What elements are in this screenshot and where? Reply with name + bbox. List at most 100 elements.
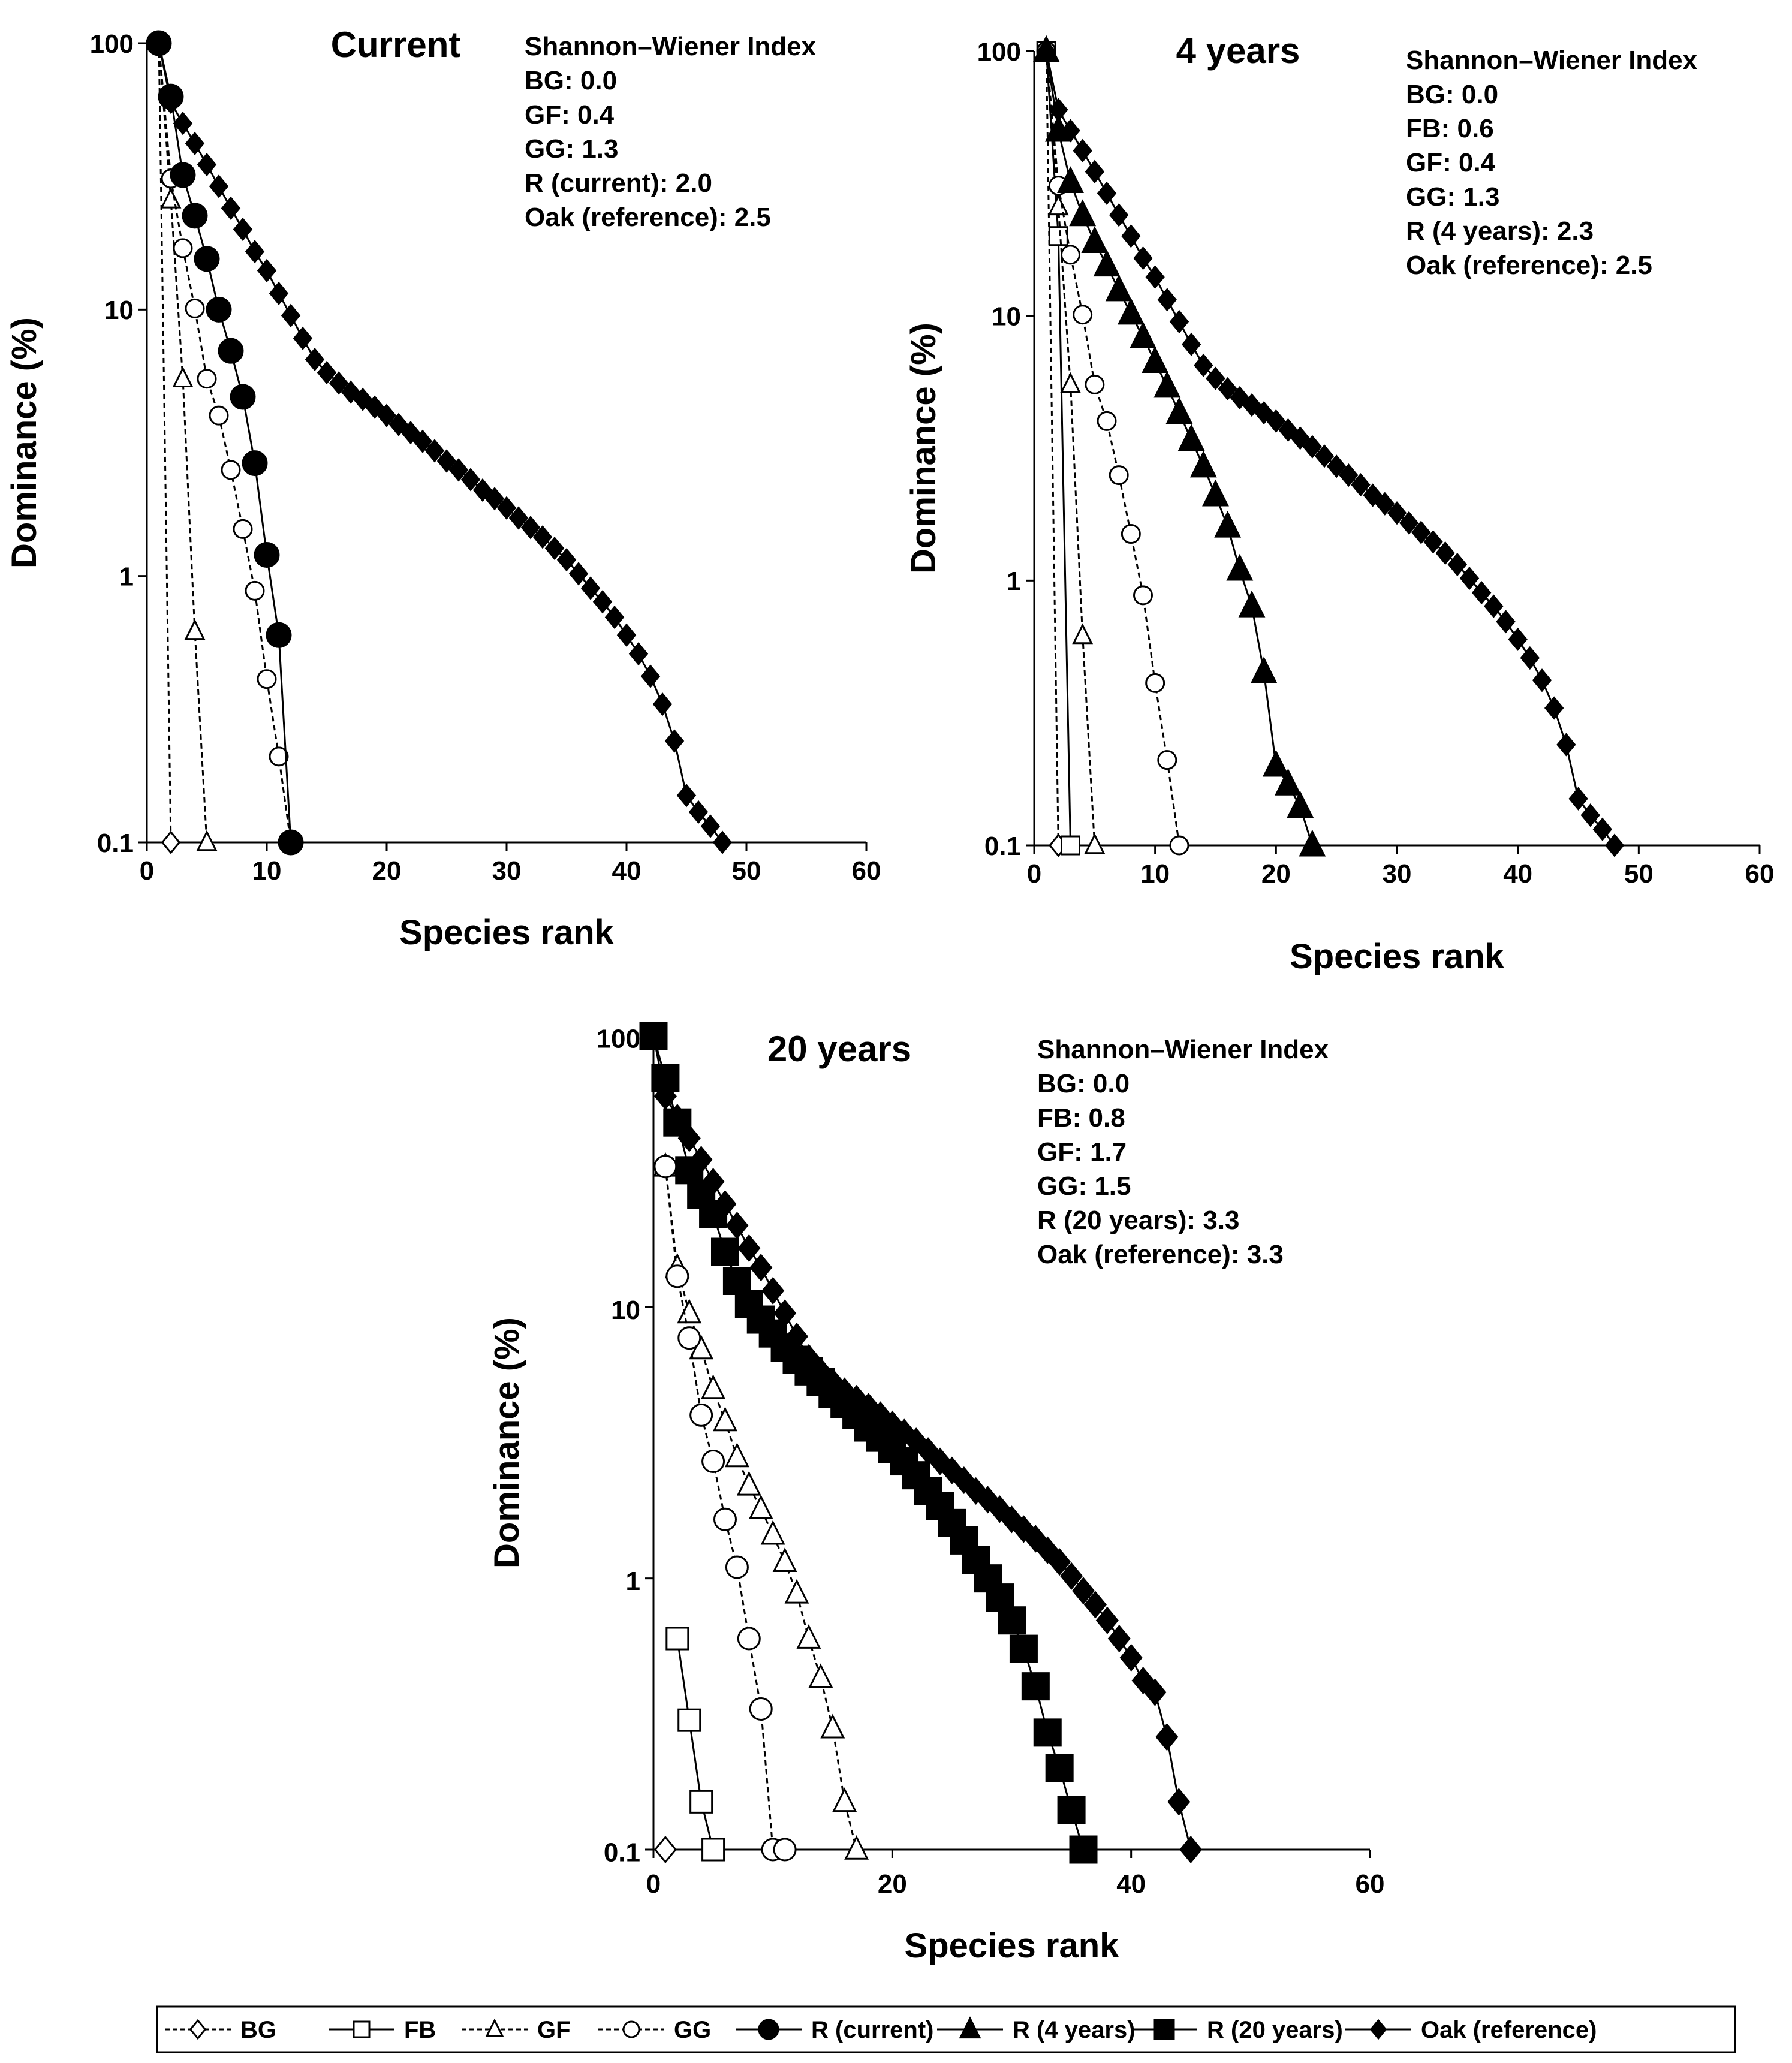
series-line-oak-reference: [1045, 50, 1616, 846]
series-bg: [653, 1835, 677, 1864]
legend-label: FB: [404, 2017, 436, 2043]
data-point-oak-reference: [1351, 472, 1371, 497]
data-point-oak-reference: [1508, 627, 1528, 651]
x-tick-label: 40: [1116, 1869, 1146, 1899]
data-point-fb: [1048, 226, 1068, 246]
series-r-4-years: [1032, 35, 1326, 857]
data-point-fb: [701, 1838, 725, 1862]
data-point-oak-reference: [293, 326, 313, 350]
data-point-gg: [725, 1555, 749, 1579]
data-point-oak-reference: [1520, 646, 1540, 670]
data-point-r-4-years: [1177, 424, 1205, 451]
data-point-gg: [197, 369, 217, 389]
data-point-gg: [1085, 374, 1105, 394]
data-point-gg: [1133, 585, 1153, 606]
data-point-oak-reference: [1604, 833, 1625, 857]
data-point-gg: [689, 1403, 713, 1427]
data-point-gg: [245, 580, 265, 601]
data-point-r-current: [266, 622, 292, 648]
data-point-oak-reference: [677, 1124, 701, 1152]
data-point-oak-reference: [1109, 203, 1129, 227]
legend-label: R (20 years): [1207, 2017, 1343, 2043]
x-axis-title: Species rank: [1290, 937, 1505, 976]
data-point-oak-reference: [857, 1393, 880, 1421]
data-point-oak-reference: [1097, 181, 1117, 206]
data-point-oak-reference: [1179, 1835, 1203, 1864]
data-point-gf: [748, 1495, 773, 1519]
data-point-oak-reference: [809, 1357, 832, 1386]
data-point-gg: [713, 1507, 737, 1531]
data-point-oak-reference: [653, 1082, 677, 1110]
panel-title: Current: [331, 25, 461, 65]
data-point-r-4-years: [1250, 656, 1278, 683]
x-tick-label: 0: [646, 1869, 661, 1899]
data-point-oak-reference: [1254, 400, 1274, 425]
x-tick-label: 30: [492, 856, 522, 886]
x-tick-label: 0: [1027, 859, 1041, 889]
data-point-oak-reference: [197, 152, 217, 177]
data-point-oak-reference: [1544, 696, 1564, 720]
series-fb: [665, 1627, 725, 1862]
data-point-oak-reference: [1145, 265, 1165, 289]
stats-line: R (4 years): 2.3: [1406, 216, 1594, 246]
x-tick-label: 10: [252, 856, 282, 886]
data-point-oak-reference: [1121, 224, 1141, 248]
data-point-oak-reference: [472, 478, 493, 502]
stats-title: Shannon–Wiener Index: [1406, 46, 1698, 75]
data-point-oak-reference: [556, 548, 577, 572]
data-point-gf: [760, 1520, 785, 1545]
series-line-gg: [1045, 50, 1180, 846]
data-point-oak-reference: [797, 1344, 820, 1372]
data-point-oak-reference: [1411, 520, 1431, 544]
data-point-gf: [772, 1547, 797, 1573]
data-point-oak-reference: [664, 729, 685, 753]
legend-entry-r-4-years: R (4 years): [937, 2016, 1136, 2043]
data-point-bg: [653, 1835, 677, 1864]
data-point-r-4-years: [1214, 510, 1242, 538]
data-point-oak-reference: [1423, 530, 1443, 554]
stats-line: BG: 0.0: [525, 66, 617, 95]
x-axis-title: Species rank: [905, 1926, 1120, 1965]
data-point-gg: [209, 405, 229, 426]
stats-line: Oak (reference): 2.5: [1406, 251, 1652, 280]
data-point-r-4-years: [1262, 749, 1290, 777]
x-tick-label: 60: [852, 856, 881, 886]
data-point-oak-reference: [1556, 733, 1576, 757]
data-point-oak-reference: [1326, 454, 1347, 478]
data-point-oak-reference: [928, 1447, 952, 1475]
data-point-r-current: [170, 162, 196, 188]
data-point-oak-reference: [616, 623, 637, 647]
data-point-gg: [701, 1450, 725, 1474]
data-point-oak-reference: [377, 403, 397, 427]
data-point-gf: [724, 1442, 749, 1468]
data-point-r-4-years: [1202, 479, 1229, 507]
data-point-gg: [185, 298, 205, 318]
x-tick-label: 40: [612, 856, 641, 886]
data-point-r-20-years: [1069, 1835, 1098, 1864]
data-point-gg: [173, 238, 193, 258]
stats-line: GG: 1.5: [1037, 1171, 1131, 1201]
data-point-oak-reference: [185, 131, 205, 156]
data-point-r-current: [194, 246, 220, 272]
legend-label: GG: [674, 2017, 711, 2043]
data-point-oak-reference: [689, 1146, 713, 1174]
data-point-r-current: [230, 384, 256, 410]
data-point-oak-reference: [592, 590, 613, 614]
legend-entry-r-20-years: R (20 years): [1131, 2017, 1343, 2043]
data-point-oak-reference: [749, 1254, 773, 1282]
y-tick-label: 1: [1007, 567, 1021, 596]
data-point-r-current: [278, 829, 304, 856]
data-point-gg: [1097, 411, 1117, 431]
data-point-oak-reference: [544, 536, 565, 561]
legend-label: Oak (reference): [1421, 2017, 1597, 2043]
data-point-oak-reference: [532, 525, 553, 549]
x-axis-title: Species rank: [399, 913, 615, 952]
panel-4-years: 0 10 20 30 40 50 60 0.1 1 10 100 Species rank Domina…: [904, 31, 1774, 976]
panel-20-years: 0 20 40 60 0.1 1 10 100 Species rank Dominance (%…: [487, 1022, 1384, 1965]
data-point-gg: [1157, 750, 1177, 770]
data-point-oak-reference: [604, 605, 625, 630]
data-point-gf: [677, 1299, 702, 1324]
data-point-r-4-years: [1117, 297, 1145, 325]
legend-entry-r-current: R (current): [736, 2017, 933, 2043]
legend-marker-oak-reference: [1369, 2019, 1387, 2040]
